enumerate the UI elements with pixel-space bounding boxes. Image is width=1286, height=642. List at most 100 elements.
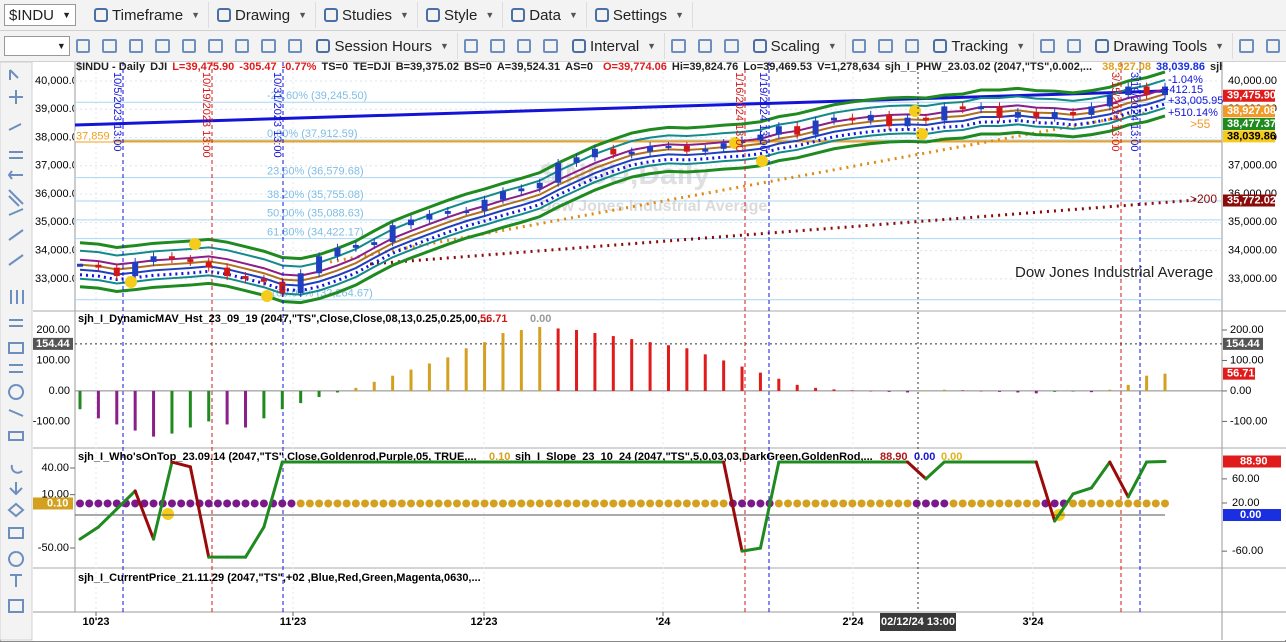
slope-line — [906, 460, 928, 481]
level-tag-label: 154.44 — [36, 338, 71, 350]
icon[interactable] — [316, 39, 331, 53]
state-dot — [995, 499, 1004, 508]
candle — [849, 117, 856, 121]
menu-label[interactable]: Style — [443, 6, 478, 24]
caret[interactable]: ▼ — [439, 41, 449, 51]
menu-button[interactable]: Studies ▼ — [316, 2, 418, 28]
state-dot — [498, 499, 507, 508]
symbol-box[interactable]: $INDU ▼ — [4, 4, 76, 26]
caret[interactable]: ▼ — [191, 10, 201, 20]
icon[interactable] — [543, 39, 558, 53]
slope-line — [758, 460, 781, 550]
icon[interactable] — [75, 39, 91, 53]
icon[interactable] — [697, 39, 713, 53]
caret[interactable]: ▼ — [568, 10, 578, 20]
state-dot — [85, 499, 94, 508]
icon[interactable] — [571, 39, 586, 53]
icon[interactable] — [208, 39, 223, 53]
icon[interactable] — [1066, 39, 1082, 53]
icon[interactable] — [463, 39, 479, 53]
icon[interactable] — [128, 39, 144, 53]
menu-label[interactable]: Settings — [612, 6, 668, 24]
menu-button[interactable]: Style ▼ — [418, 2, 504, 28]
y-tick-label-left: 38,000.00 — [35, 131, 84, 143]
caret[interactable]: ▼ — [647, 41, 657, 51]
icon[interactable] — [878, 39, 893, 53]
state-dot — [563, 499, 572, 508]
tool-button[interactable]: Scaling ▼ — [745, 33, 846, 59]
icon[interactable] — [261, 39, 276, 53]
menu-button[interactable]: Timeframe ▼ — [86, 2, 210, 28]
histogram-bar — [1145, 375, 1149, 391]
tool-button[interactable]: Drawing Tools ▼ — [1087, 33, 1234, 59]
menu-button[interactable]: Drawing ▼ — [209, 2, 316, 28]
caret[interactable]: ▼ — [1215, 41, 1225, 51]
caret[interactable]: ▼ — [827, 41, 837, 51]
symbol[interactable]: $INDU — [9, 6, 55, 24]
tool-button[interactable]: Session Hours ▼ — [308, 33, 458, 59]
icon[interactable] — [1040, 39, 1055, 53]
icon[interactable] — [181, 39, 197, 53]
icon[interactable] — [516, 39, 532, 53]
icon[interactable] — [724, 39, 739, 53]
icon[interactable] — [490, 39, 505, 53]
panel-title: sjh_I_DynamicMAV_Hst_23_09_19 (2047,"TS"… — [78, 313, 489, 325]
state-dot — [784, 499, 793, 508]
menu-label[interactable]: Data — [529, 6, 561, 24]
icon[interactable] — [671, 39, 686, 53]
icon[interactable] — [324, 8, 338, 22]
icon[interactable] — [217, 8, 232, 22]
menu-button[interactable]: Data ▼ — [503, 2, 587, 28]
candle — [297, 273, 304, 294]
tool-label[interactable]: Interval — [589, 37, 640, 55]
icon[interactable] — [752, 39, 767, 53]
caret[interactable]: ▼ — [485, 10, 495, 20]
caret[interactable]: ▼ — [298, 10, 307, 20]
caret[interactable]: ▼ — [1016, 41, 1026, 51]
candle — [1088, 106, 1095, 115]
icon[interactable] — [904, 39, 920, 53]
icon[interactable] — [851, 39, 867, 53]
icon[interactable] — [102, 39, 117, 53]
state-dot — [986, 499, 995, 508]
dropdown[interactable]: ▼ — [4, 36, 70, 56]
menu-button[interactable]: Settings ▼ — [587, 2, 693, 28]
tool-label[interactable]: Tracking — [951, 37, 1009, 55]
state-dot — [1124, 499, 1133, 508]
histogram-bar — [611, 336, 615, 391]
tool-button[interactable]: Interval ▼ — [564, 33, 666, 59]
icon[interactable] — [234, 39, 250, 53]
header-field: Lo=39,469.53 — [743, 61, 813, 73]
tool-button[interactable]: Tracking ▼ — [925, 33, 1035, 59]
histogram-bar — [335, 390, 339, 393]
tool-label[interactable]: Session Hours — [334, 37, 432, 55]
icon[interactable] — [1265, 39, 1281, 53]
icon[interactable] — [594, 8, 609, 22]
state-dot — [517, 499, 526, 508]
caret[interactable]: ▼ — [400, 10, 409, 20]
candle — [1070, 112, 1077, 115]
change: -305.47 — [239, 61, 277, 73]
icon[interactable] — [155, 39, 170, 53]
candle — [224, 267, 231, 277]
tool-label[interactable]: Scaling — [770, 37, 820, 55]
tool-label[interactable]: Drawing Tools — [1113, 37, 1208, 55]
histogram-bar — [832, 389, 836, 391]
icon[interactable] — [425, 8, 440, 22]
state-dot — [1151, 499, 1160, 508]
icon[interactable] — [933, 39, 948, 53]
icon[interactable] — [94, 8, 108, 22]
candle — [77, 263, 83, 267]
slope-line — [244, 525, 266, 559]
icon[interactable] — [1239, 39, 1254, 53]
change-pct: -0.77% — [281, 61, 317, 73]
icon[interactable] — [287, 39, 303, 53]
menu-label[interactable]: Drawing — [235, 6, 291, 24]
caret[interactable]: ▼ — [675, 10, 684, 20]
menu-label[interactable]: Studies — [342, 6, 393, 24]
menu-label[interactable]: Timeframe — [112, 6, 184, 24]
icon[interactable] — [511, 8, 526, 22]
panel-title: sjh_I_Slope_23_10_24 (2047,"TS",5,0,03,0… — [515, 451, 873, 463]
histogram-bar — [814, 387, 818, 391]
icon[interactable] — [1095, 39, 1110, 53]
